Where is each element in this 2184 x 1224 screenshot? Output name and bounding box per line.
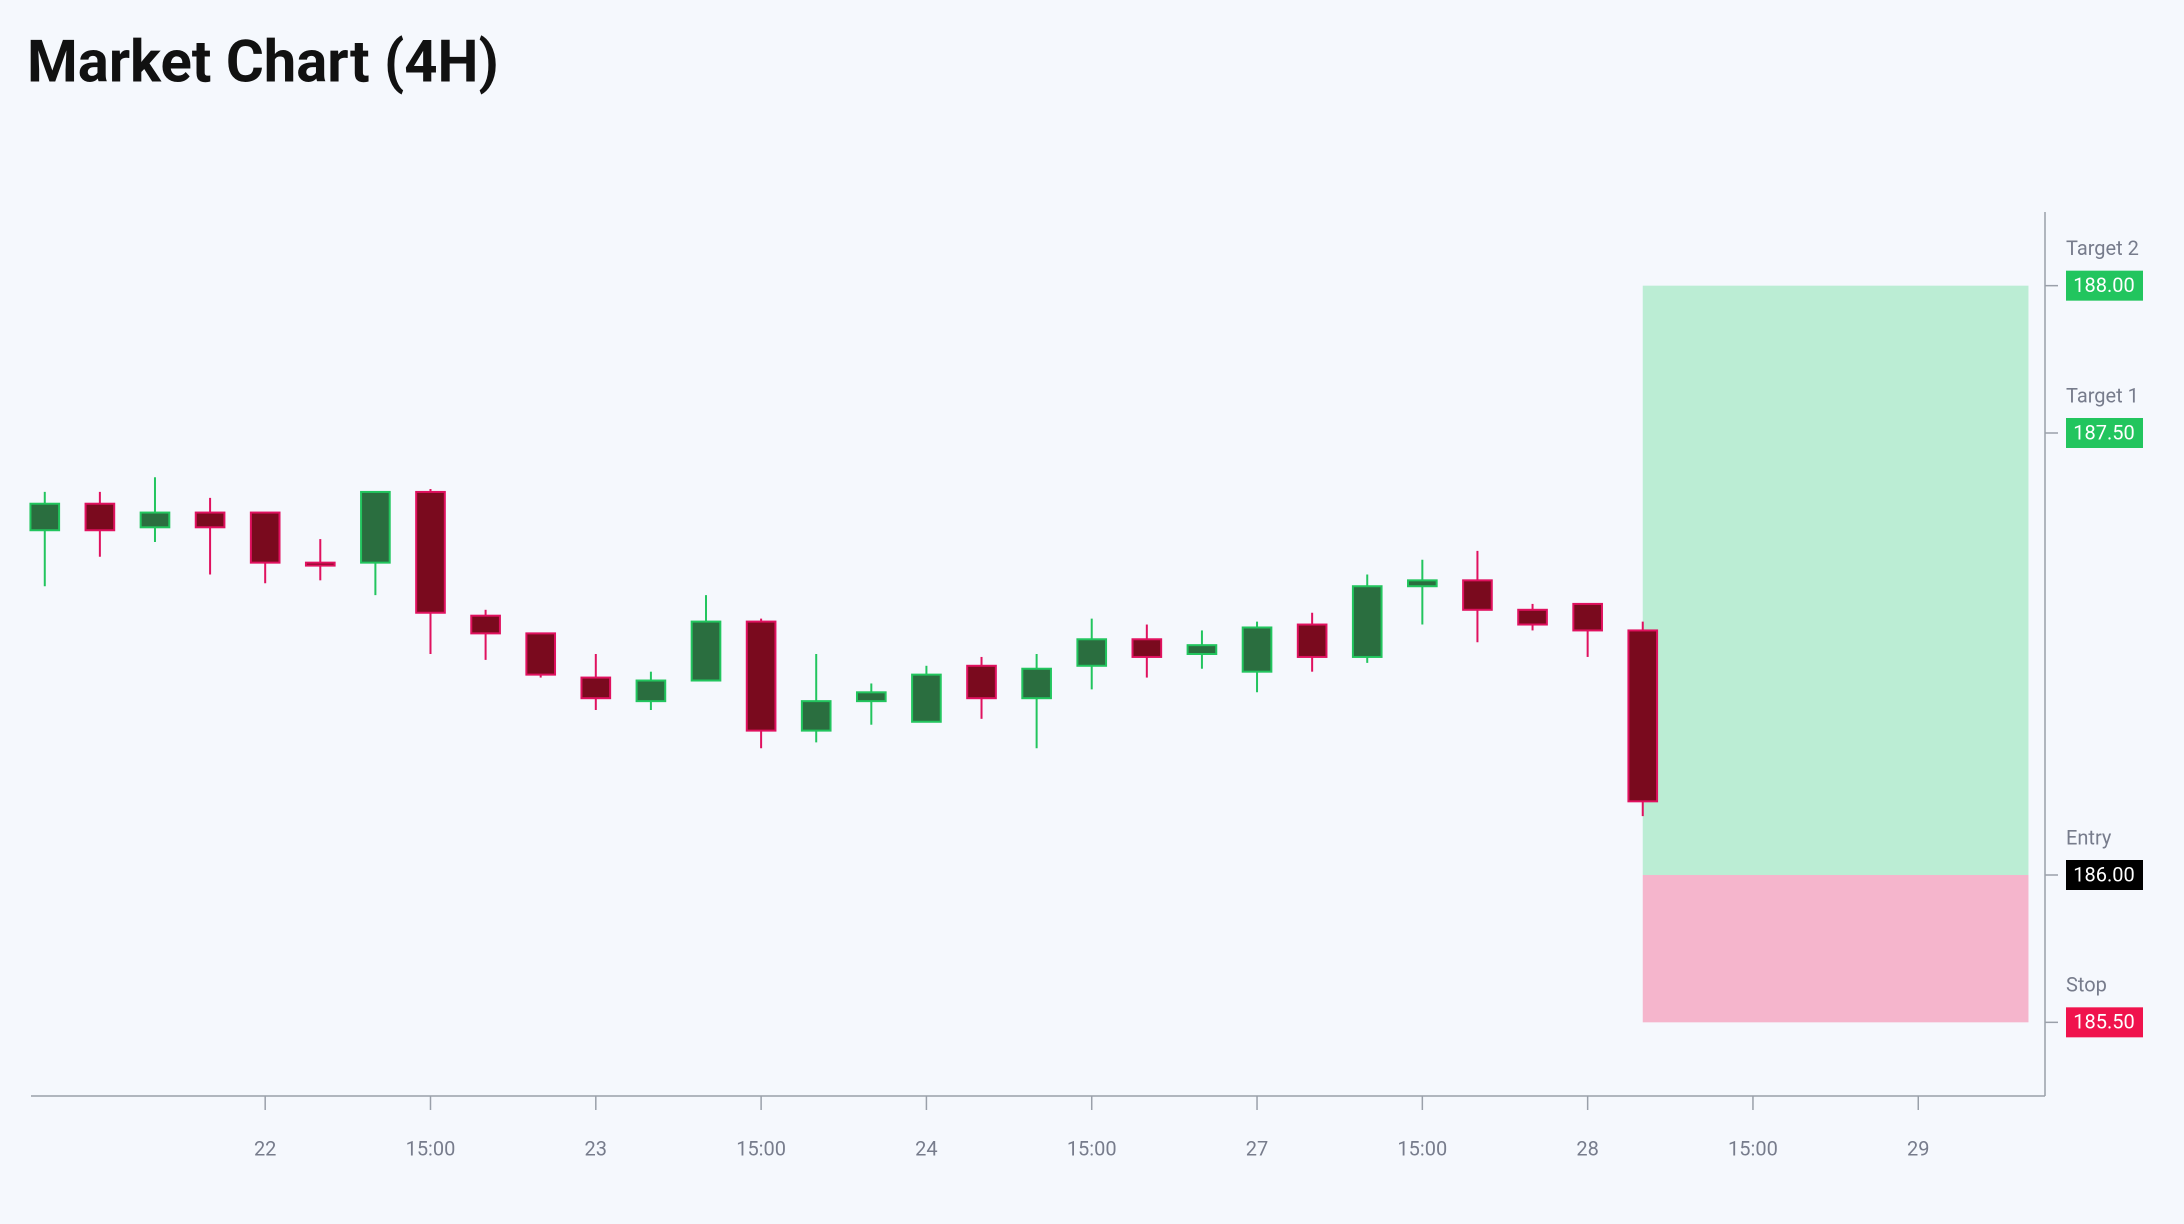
candle-body: [855, 691, 887, 703]
level-name: Stop: [2066, 973, 2107, 997]
y-tick-label: 188.00: [2073, 273, 2134, 297]
candle-body: [1186, 644, 1218, 655]
chart-title: Market Chart (4H): [27, 28, 499, 96]
candle-body: [525, 632, 557, 676]
candle-body: [580, 676, 612, 700]
candle-body: [84, 502, 116, 532]
level-tag: [2066, 418, 2143, 448]
x-tick-label: 15:00: [736, 1136, 786, 1160]
x-tick-label: 28: [1576, 1136, 1598, 1160]
candle-body: [1517, 608, 1548, 626]
candle-body: [1407, 579, 1438, 588]
x-tick-label: 22: [254, 1136, 276, 1160]
candle-body: [1021, 667, 1052, 700]
candle-body: [745, 620, 777, 732]
candle-body: [966, 664, 997, 700]
candle-body: [1572, 602, 1603, 632]
candle-body: [470, 614, 501, 635]
x-tick-label: 15:00: [406, 1136, 456, 1160]
candle-body: [635, 679, 667, 703]
x-tick-label: 27: [1246, 1136, 1268, 1160]
candle-body: [1627, 629, 1659, 803]
y-tick-label: 185.50: [2073, 1010, 2134, 1034]
candle-body: [249, 511, 281, 564]
candle-body: [139, 511, 171, 529]
level-name: Target 2: [2066, 236, 2139, 260]
y-tick-label: 187.50: [2073, 420, 2134, 444]
candle-body: [194, 511, 226, 529]
level-tag: [2066, 860, 2143, 890]
candle-body: [1351, 585, 1383, 658]
loss-zone: [1642, 875, 2029, 1023]
candle-body: [1462, 579, 1493, 611]
level-name: Target 1: [2066, 383, 2139, 407]
candle-body: [1076, 638, 1108, 667]
x-tick-label: 29: [1907, 1136, 1929, 1160]
profit-zone: [1642, 285, 2029, 876]
level-tag: [2066, 270, 2143, 301]
candle-body: [415, 490, 446, 614]
candle-body: [1131, 638, 1163, 658]
candle-body: [800, 700, 832, 732]
candle-body: [1296, 623, 1328, 658]
x-tick-label: 23: [585, 1136, 607, 1160]
x-tick-label: 15:00: [1067, 1136, 1117, 1160]
candle-body: [911, 673, 942, 723]
x-tick-label: 24: [915, 1136, 937, 1160]
candle-body: [1241, 626, 1273, 673]
candle-body: [360, 490, 391, 564]
candle-body: [304, 561, 336, 567]
x-tick-label: 15:00: [1728, 1136, 1778, 1160]
level-name: Entry: [2066, 825, 2112, 849]
level-tag: [2066, 1007, 2143, 1038]
y-tick-label: 186.00: [2073, 862, 2134, 886]
x-tick-label: 15:00: [1397, 1136, 1447, 1160]
candle-body: [690, 620, 722, 682]
candle-body: [29, 502, 61, 532]
